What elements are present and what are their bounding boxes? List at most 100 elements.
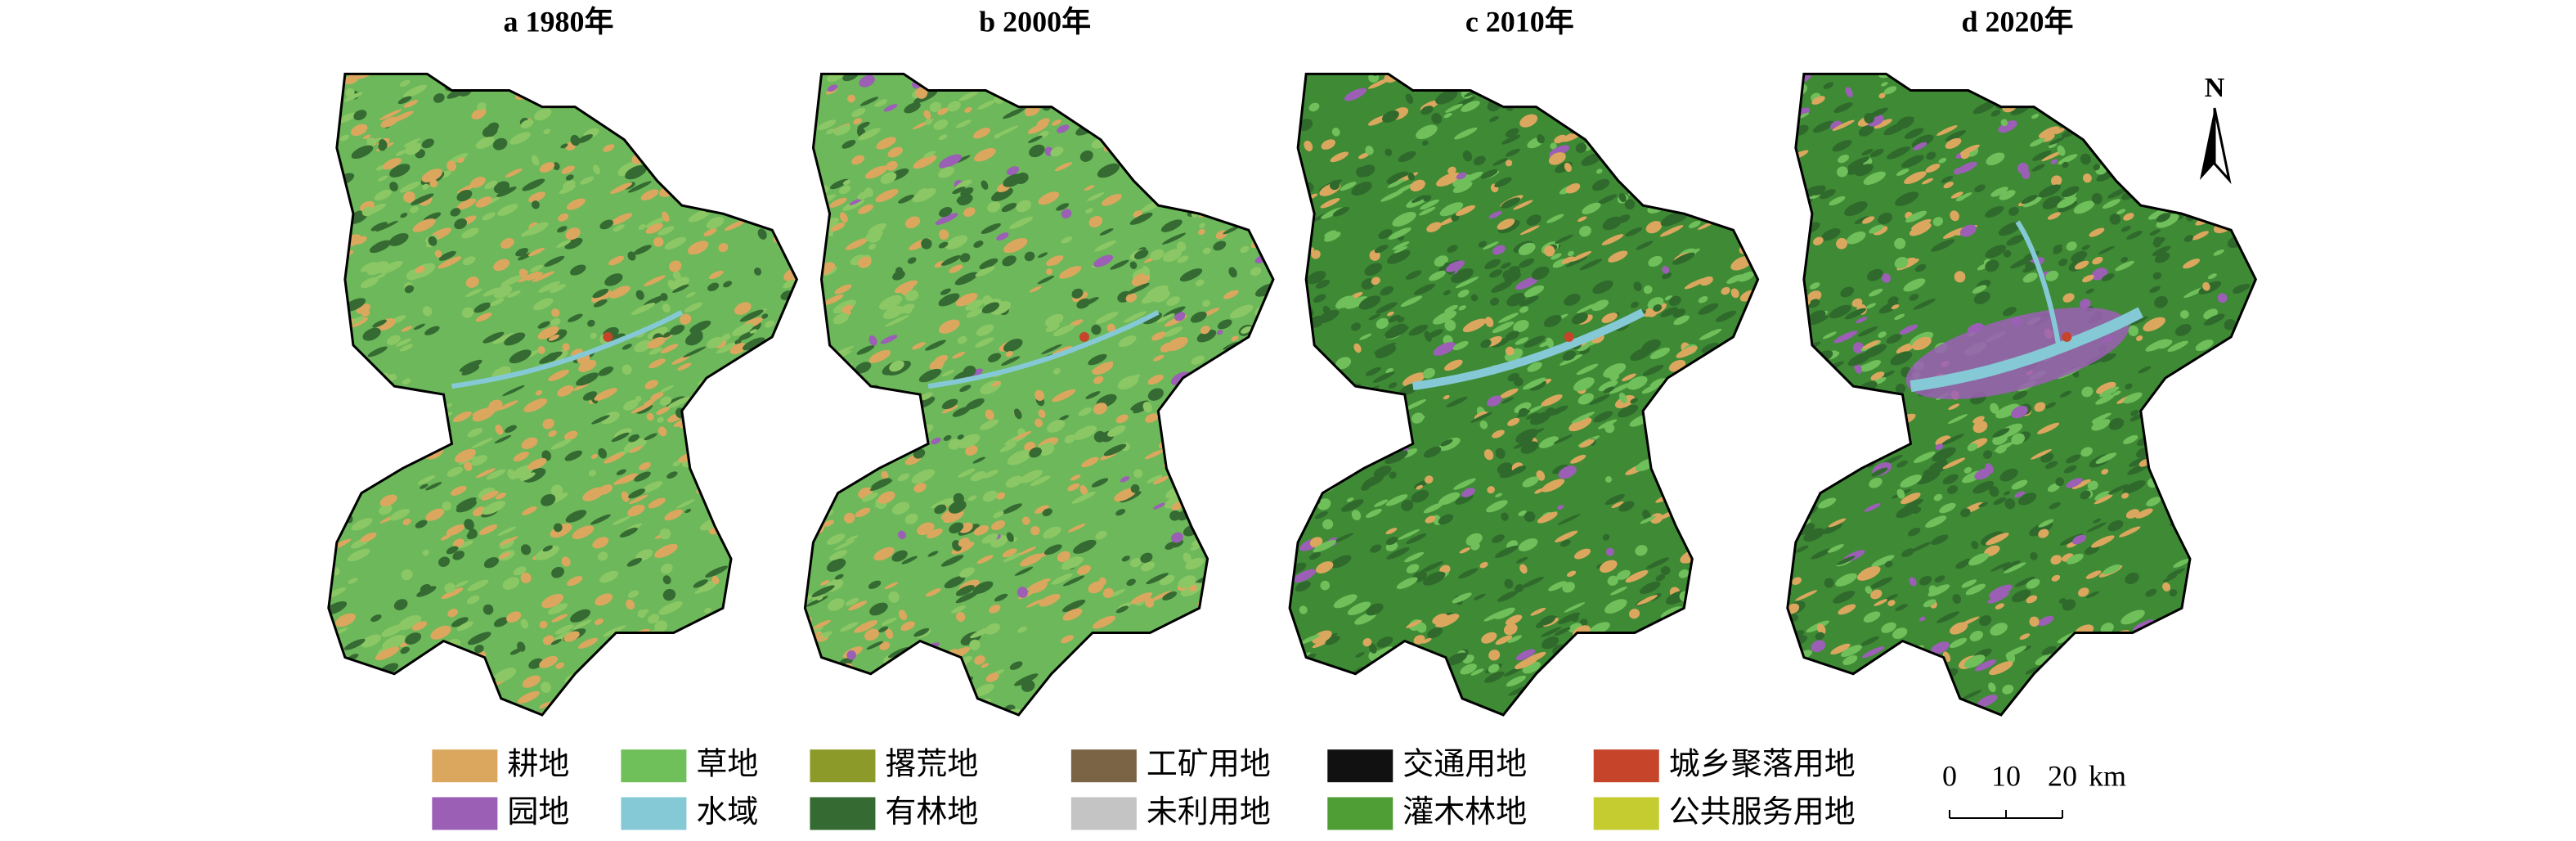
land-patch [1565,183,1581,194]
land-patch [1649,313,1657,317]
land-patch [1590,681,1611,692]
land-patch [1444,319,1456,331]
land-patch [1925,515,1947,528]
land-patch [1821,228,1841,241]
land-patch [2158,175,2168,183]
land-patch [832,313,850,325]
land-patch [889,360,904,372]
land-patch [622,115,636,124]
land-patch [1855,164,1874,177]
land-patch [856,402,870,413]
land-patch [1549,688,1568,699]
land-patch [689,320,711,333]
land-patch [1740,227,1758,239]
land-patch [1878,212,1892,225]
land-patch [1231,356,1245,365]
land-patch [1963,466,1972,474]
land-patch [570,681,594,693]
land-patch [2237,509,2255,519]
land-patch [1026,578,1051,591]
land-patch [773,510,788,521]
land-patch [1240,245,1250,254]
land-patch [1340,182,1357,191]
land-patch [563,631,580,642]
land-patch [687,115,704,125]
land-patch [1713,394,1730,406]
land-patch [572,525,595,540]
land-patch [770,344,788,354]
land-patch [1630,347,1652,362]
land-patch [2129,457,2147,467]
land-patch [1027,79,1046,90]
land-patch [1649,422,1672,434]
land-patch [757,228,767,240]
land-patch [1198,228,1205,236]
land-patch [1811,96,1825,105]
land-patch [1842,655,1858,665]
land-patch [858,449,881,464]
land-patch [648,347,662,355]
land-patch [1153,354,1165,362]
land-patch [838,185,851,195]
land-patch [1668,295,1681,307]
land-patch [1681,397,1691,407]
land-patch [1459,547,1470,554]
land-patch [1456,205,1475,216]
land-patch [1247,677,1266,690]
land-patch [1144,596,1155,608]
land-patch [1829,196,1846,206]
land-patch [1385,537,1398,546]
land-patch [1220,659,1243,675]
land-patch [1595,78,1615,90]
land-patch [783,268,797,281]
land-patch [2215,639,2232,651]
land-patch [675,696,700,709]
land-patch [434,411,445,421]
land-patch [486,469,506,480]
land-patch [756,192,775,202]
land-patch [355,431,379,443]
land-patch [444,582,456,593]
land-patch [599,109,613,118]
land-patch [2174,324,2192,336]
land-patch [367,62,381,74]
land-patch [967,711,977,715]
land-patch [1084,208,1093,214]
land-patch [1703,367,1724,378]
land-patch [1420,106,1434,115]
land-patch [1271,264,1273,272]
land-patch [1911,134,1934,149]
land-patch [1704,376,1721,385]
land-patch [1881,272,1892,283]
land-patch [750,596,763,607]
land-patch [1856,566,1881,581]
land-patch [1118,335,1137,348]
land-patch [1124,311,1147,323]
land-patch [1972,285,1987,294]
land-patch [1290,694,1306,708]
land-patch [477,102,487,110]
land-patch [548,429,557,438]
land-patch [520,119,534,128]
land-patch [627,590,640,598]
land-patch [446,524,465,536]
land-patch [1505,614,1523,626]
land-patch [670,324,685,335]
land-patch [1593,411,1613,423]
land-patch [1788,510,1799,522]
land-patch [951,675,963,682]
land-patch [1484,671,1505,683]
land-patch [1396,183,1415,193]
land-patch [1583,671,1594,678]
land-patch [2037,422,2060,434]
land-patch [1003,173,1023,187]
land-patch [1625,653,1642,663]
land-patch [1446,260,1465,272]
land-patch [1813,236,1824,245]
land-patch [702,706,711,713]
land-patch [2037,615,2054,627]
land-patch [976,555,994,564]
land-patch [1787,302,1803,311]
land-patch [2135,701,2154,713]
land-patch [657,226,675,236]
